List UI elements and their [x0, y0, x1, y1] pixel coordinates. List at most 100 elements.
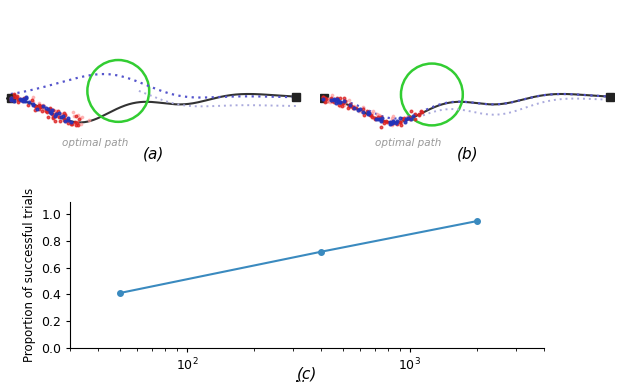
- Point: [6, 97, 16, 103]
- Point: [60, 117, 70, 123]
- Y-axis label: Proportion of successful trials: Proportion of successful trials: [23, 188, 36, 362]
- Point: [44, 105, 54, 111]
- Point: [376, 118, 387, 124]
- Point: [348, 105, 358, 111]
- Point: [339, 95, 349, 101]
- Point: [21, 94, 31, 100]
- Point: [325, 99, 335, 105]
- Point: [323, 96, 333, 102]
- Point: [417, 109, 427, 115]
- Point: [28, 102, 38, 108]
- Point: [387, 122, 397, 128]
- Point: [382, 119, 392, 125]
- Point: [332, 95, 342, 101]
- Point: [43, 107, 53, 113]
- Point: [70, 119, 80, 125]
- Point: [47, 107, 57, 113]
- Point: [369, 115, 380, 121]
- Point: [391, 120, 401, 126]
- Point: [318, 94, 328, 100]
- Point: [47, 111, 57, 117]
- Point: [36, 108, 47, 115]
- Point: [38, 107, 49, 113]
- Point: [385, 120, 395, 126]
- Point: [339, 100, 349, 106]
- Point: [35, 103, 45, 109]
- Point: [50, 108, 60, 114]
- Point: [54, 110, 64, 116]
- Point: [364, 110, 374, 117]
- Point: [51, 111, 61, 117]
- Point: [396, 122, 406, 128]
- Point: [367, 110, 377, 116]
- Point: [13, 99, 24, 105]
- Point: [405, 116, 415, 122]
- Point: [337, 100, 347, 107]
- Point: [34, 106, 44, 112]
- Point: [15, 96, 26, 102]
- Text: optimal path: optimal path: [375, 138, 442, 148]
- Point: [18, 97, 28, 103]
- Text: (b): (b): [456, 147, 478, 162]
- Point: [44, 107, 54, 113]
- Point: [353, 108, 364, 114]
- Point: [323, 99, 333, 105]
- Point: [323, 96, 333, 102]
- Point: [340, 98, 350, 104]
- Point: [363, 109, 373, 115]
- Point: [330, 97, 340, 103]
- Point: [60, 118, 70, 124]
- Point: [59, 115, 69, 121]
- Point: [40, 105, 51, 111]
- Point: [61, 117, 71, 123]
- Point: [28, 94, 38, 100]
- Point: [364, 111, 374, 117]
- X-axis label: $N_{init}$: $N_{init}$: [293, 379, 321, 382]
- Point: [31, 104, 42, 110]
- Point: [349, 105, 359, 111]
- Point: [16, 96, 26, 102]
- Point: [387, 117, 397, 123]
- Point: [6, 95, 16, 101]
- Text: optimal path: optimal path: [61, 138, 128, 148]
- Point: [403, 115, 413, 121]
- Point: [345, 103, 355, 109]
- Point: [367, 108, 378, 114]
- Point: [355, 106, 365, 112]
- Point: [348, 104, 358, 110]
- Point: [71, 113, 81, 119]
- Point: [378, 118, 388, 124]
- Point: [339, 98, 349, 104]
- Point: [366, 112, 376, 118]
- Point: [346, 103, 356, 109]
- Point: [335, 95, 345, 101]
- Point: [60, 110, 70, 116]
- Point: [58, 113, 68, 119]
- Point: [49, 118, 60, 124]
- Point: [49, 111, 60, 117]
- Point: [19, 95, 29, 101]
- Point: [9, 91, 19, 97]
- Point: [368, 113, 378, 120]
- Point: [374, 112, 384, 118]
- Point: [54, 114, 64, 120]
- Point: [371, 116, 381, 122]
- Point: [17, 96, 28, 102]
- Point: [43, 106, 53, 112]
- Point: [400, 118, 410, 124]
- Point: [49, 113, 60, 119]
- Point: [356, 107, 367, 113]
- Point: [372, 116, 383, 122]
- Point: [43, 114, 53, 120]
- Point: [72, 120, 83, 126]
- Point: [13, 96, 23, 102]
- Point: [358, 109, 368, 115]
- Point: [401, 116, 411, 122]
- Point: [321, 98, 331, 104]
- Text: (a): (a): [143, 147, 164, 162]
- Point: [47, 107, 58, 113]
- Point: [66, 121, 76, 127]
- Point: [388, 120, 398, 126]
- Point: [386, 120, 396, 126]
- Point: [408, 112, 419, 118]
